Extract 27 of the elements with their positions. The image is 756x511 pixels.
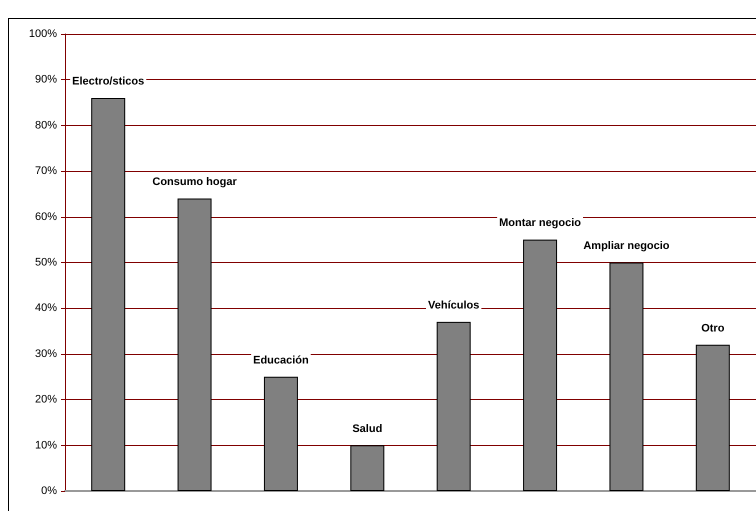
y-tick-label: 10% bbox=[34, 439, 58, 452]
y-tick-label: 50% bbox=[34, 256, 58, 268]
y-tick-label: 40% bbox=[34, 302, 58, 314]
bar bbox=[436, 322, 471, 491]
x-tick-label: Consumo hogar bbox=[152, 176, 238, 188]
bar bbox=[350, 445, 384, 491]
y-tick-label: 60% bbox=[34, 210, 58, 223]
y-tick-label: 70% bbox=[34, 165, 58, 178]
x-tick-label: Ampliar negocio bbox=[583, 240, 670, 252]
y-tick-label: 0% bbox=[41, 485, 58, 497]
x-tick-label: Salud bbox=[352, 422, 382, 435]
x-tick-label: Electro/sticos bbox=[72, 75, 144, 88]
bar bbox=[609, 262, 644, 491]
bar bbox=[523, 240, 558, 491]
x-tick-label: Educación bbox=[253, 354, 310, 366]
y-tick-label: 80% bbox=[34, 119, 58, 132]
y-tick-label: 100% bbox=[28, 28, 58, 40]
bar bbox=[696, 344, 730, 491]
bar bbox=[264, 376, 298, 491]
x-tick-label: Vehículos bbox=[428, 299, 480, 312]
x-tick-label: Otro bbox=[701, 322, 725, 334]
bar bbox=[91, 98, 126, 491]
y-tick-label: 30% bbox=[34, 348, 58, 360]
y-tick-label: 90% bbox=[34, 74, 58, 86]
bar bbox=[178, 198, 212, 491]
x-tick-label: Montar negocio bbox=[499, 217, 582, 230]
y-tick-label: 20% bbox=[34, 394, 58, 406]
